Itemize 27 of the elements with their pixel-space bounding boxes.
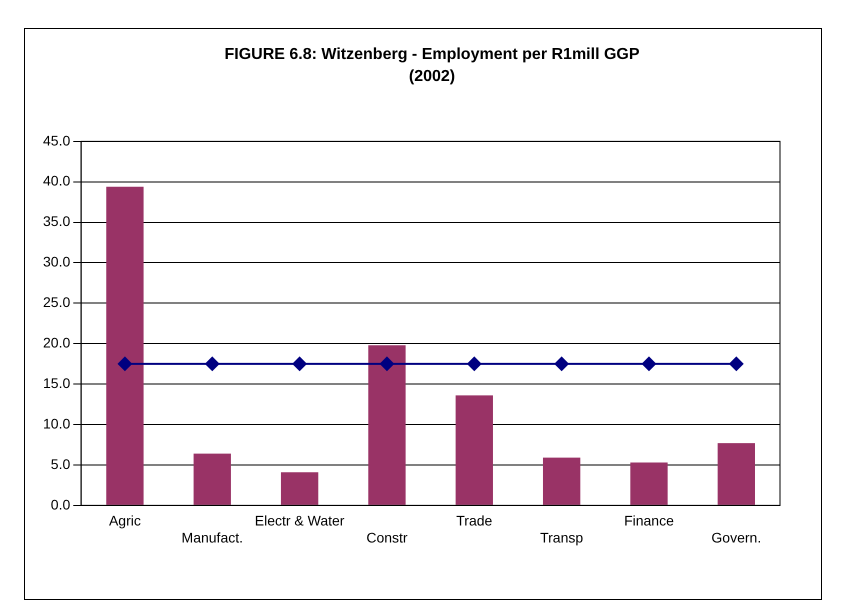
y-tick-label: 20.0 <box>43 334 70 350</box>
y-tick-label: 40.0 <box>43 172 70 189</box>
x-tick-label: Govern. <box>711 529 762 546</box>
y-tick-label: 45.0 <box>43 132 70 148</box>
x-tick-label: Electr & Water <box>254 512 345 529</box>
x-tick-label: Agric <box>108 512 141 529</box>
y-tick-label: 5.0 <box>50 456 70 472</box>
y-tick-label: 30.0 <box>43 254 70 270</box>
x-tick-label: Finance <box>624 512 674 529</box>
x-tick-label: Trade <box>456 512 493 529</box>
x-tick-label: Transp <box>540 529 584 546</box>
y-tick-label: 25.0 <box>43 294 70 310</box>
x-tick-label: Manufact. <box>182 529 244 546</box>
bar <box>630 462 668 505</box>
y-tick-label: 15.0 <box>43 374 70 391</box>
bar <box>456 395 493 505</box>
y-tick-label: 35.0 <box>43 213 70 230</box>
x-tick-label: Constr <box>366 529 408 546</box>
chart-title: FIGURE 6.8: Witzenberg - Employment per R1mill GGP (2002) <box>223 45 641 87</box>
bar <box>106 186 144 505</box>
bar <box>194 454 231 505</box>
bar <box>368 345 406 505</box>
y-tick-label: 0.0 <box>50 496 70 512</box>
bar <box>280 472 318 505</box>
y-tick-label: 10.0 <box>43 415 70 432</box>
bar <box>542 458 580 505</box>
bar <box>718 443 755 505</box>
